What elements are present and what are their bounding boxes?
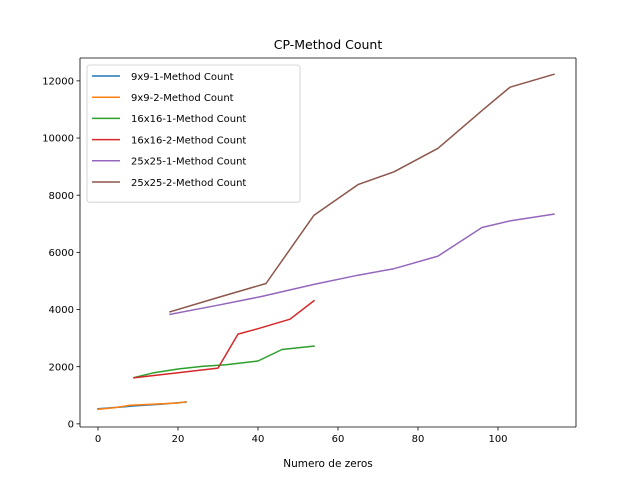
legend-label-6: 25x25-2-Method Count — [131, 178, 246, 189]
legend-label-1: 9x9-1-Method Count — [131, 72, 234, 83]
x-tick-label: 80 — [412, 434, 425, 445]
x-tick-label: 40 — [252, 434, 265, 445]
y-tick-label: 6000 — [49, 248, 74, 259]
series-line-3 — [133, 345, 315, 379]
chart-title: CP-Method Count — [274, 37, 383, 52]
series-line-5 — [169, 213, 555, 316]
series-line-4 — [133, 299, 316, 379]
legend-label-5: 25x25-1-Method Count — [131, 157, 246, 168]
legend-label-2: 9x9-2-Method Count — [131, 93, 234, 104]
axes — [79, 57, 577, 428]
legend-frame — [86, 64, 301, 203]
ticks: 0 20 40 60 80 100 0 2000 4000 6000 8000 10000 12000 — [42, 76, 507, 445]
y-tick-label: 8000 — [49, 191, 74, 202]
series-line-6 — [169, 73, 555, 313]
y-tick-label: 12000 — [42, 76, 74, 87]
y-tick-label: 4000 — [49, 305, 74, 316]
x-tick-label: 60 — [332, 434, 345, 445]
x-tick-label: 100 — [488, 434, 507, 445]
series-layer — [97, 73, 555, 411]
y-tick-label: 0 — [68, 419, 74, 430]
legend-label-3: 16x16-1-Method Count — [131, 114, 246, 125]
x-tick-label: 20 — [172, 434, 185, 445]
y-tick-label: 2000 — [49, 362, 74, 373]
y-tick-label: 10000 — [42, 134, 74, 145]
x-tick-label: 0 — [95, 434, 101, 445]
legend-label-4: 16x16-2-Method Count — [131, 135, 246, 146]
series-line-2 — [97, 400, 187, 411]
x-axis-title: Numero de zeros — [283, 458, 372, 470]
legend: 9x9-1-Method Count 9x9-2-Method Count 16x1… — [86, 64, 301, 203]
